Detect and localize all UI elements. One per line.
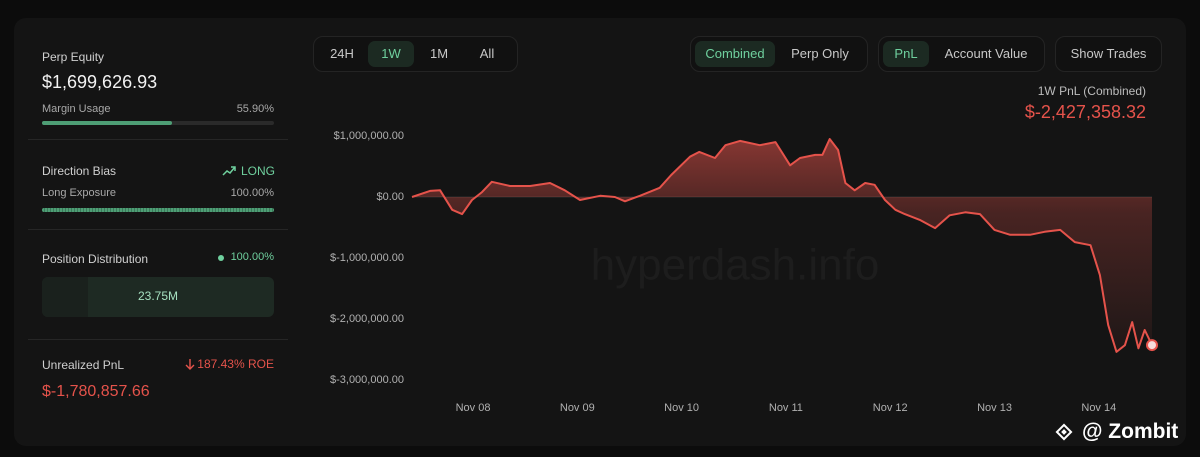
progress-bar	[42, 121, 172, 125]
unrealized-pnl-label: Unrealized PnL	[42, 358, 125, 372]
y-tick-label: $1,000,000.00	[334, 130, 404, 142]
last-point	[1146, 339, 1158, 352]
x-tick-label: Nov 13	[977, 402, 1012, 414]
current-pnl: $-2,427,358.32	[1024, 102, 1146, 122]
tab-button[interactable]: All	[479, 46, 495, 61]
y-tick-label: $-2,000,000.00	[330, 313, 404, 325]
y-tick-label: $-3,000,000.00	[330, 374, 404, 386]
separator	[28, 339, 288, 340]
progress-bar	[42, 208, 274, 212]
roe: 187.43% ROE	[197, 357, 274, 371]
long-exposure-label: Long Exposure	[42, 187, 116, 199]
tab-button[interactable]: Combined	[695, 41, 775, 67]
position-share: 100.00%	[230, 251, 274, 263]
y-tick-label: $-1,000,000.00	[330, 252, 404, 264]
direction-bias-value: LONG	[241, 164, 276, 178]
tab-button[interactable]: 1M	[429, 46, 449, 61]
progress-track	[42, 208, 274, 212]
down-arrow-icon	[185, 359, 195, 370]
x-tick-label: Nov 14	[1081, 402, 1116, 414]
x-tick-label: Nov 12	[873, 402, 908, 414]
distribution-box	[42, 277, 274, 317]
range-tabs: 24H 1W 1M All	[313, 36, 518, 72]
separator	[28, 139, 288, 140]
box-segment	[42, 277, 88, 317]
area	[412, 139, 1152, 352]
show-trades-label[interactable]: Show Trades	[1070, 46, 1147, 61]
separator	[28, 229, 288, 230]
y-tick-label: $0.00	[376, 191, 404, 203]
logo-icon	[1055, 423, 1073, 441]
unrealized-pnl-value: $-1,780,857.66	[42, 383, 150, 400]
metric-tabs: PnL Account Value	[878, 36, 1045, 72]
watermark: hyperdash.info	[591, 241, 880, 290]
dashboard-card	[14, 18, 1186, 446]
tab-button[interactable]: 24H	[330, 46, 354, 61]
position-amount: 23.75M	[137, 289, 179, 303]
chart-title: 1W PnL (Combined)	[1037, 84, 1146, 98]
tab-button[interactable]: 1W	[368, 41, 414, 67]
overlay-watermark: @ Zombit	[1082, 420, 1179, 443]
show-trades-button[interactable]: Show Trades	[1055, 36, 1162, 72]
x-tick-label: Nov 11	[769, 402, 803, 414]
tab-button[interactable]: PnL	[883, 41, 929, 67]
perp-equity-label: Perp Equity	[42, 50, 105, 64]
x-tick-label: Nov 08	[456, 402, 491, 414]
mode-tabs: Combined Perp Only	[690, 36, 868, 72]
long-exposure-value: 100.00%	[230, 187, 274, 199]
tab-button[interactable]: Account Value	[944, 46, 1028, 61]
status-dot	[218, 255, 224, 261]
direction-bias-label: Direction Bias	[42, 164, 117, 178]
tab-button[interactable]: Perp Only	[791, 46, 849, 61]
perp-equity-value: $1,699,626.93	[42, 72, 158, 92]
margin-usage-label: Margin Usage	[42, 103, 111, 115]
trend-icon	[222, 166, 236, 176]
position-distribution-label: Position Distribution	[42, 252, 149, 266]
progress-track	[42, 121, 274, 125]
x-tick-label: Nov 09	[560, 402, 595, 414]
margin-usage-value: 55.90%	[236, 103, 274, 115]
line	[411, 138, 1153, 353]
x-tick-label: Nov 10	[664, 402, 699, 414]
